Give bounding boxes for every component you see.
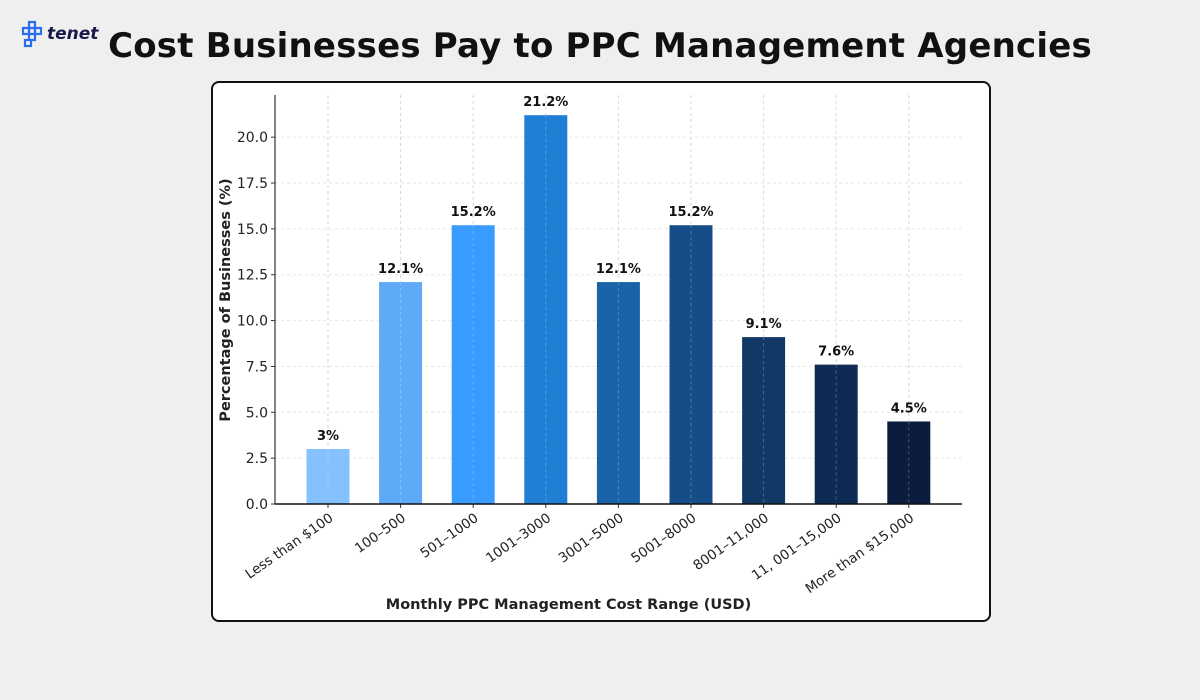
data-label: 3%: [317, 429, 339, 444]
y-tick-label: 10.0: [237, 314, 268, 330]
bar: [596, 282, 640, 504]
data-label: 15.2%: [451, 205, 496, 220]
x-tick-label: 100–500: [352, 510, 409, 557]
x-axis-title: Monthly PPC Management Cost Range (USD): [386, 597, 751, 613]
data-label: 12.1%: [596, 262, 641, 277]
bar: [451, 225, 495, 504]
page-title: Cost Businesses Pay to PPC Management Ag…: [108, 26, 1092, 66]
y-tick-label: 5.0: [246, 405, 268, 421]
x-tick-label: 501–1000: [418, 510, 482, 561]
y-tick-label: 2.5: [246, 451, 268, 467]
y-tick-label: 17.5: [237, 176, 268, 192]
bar: [814, 364, 858, 504]
bar: [887, 421, 931, 504]
data-label: 15.2%: [668, 205, 713, 220]
data-label: 21.2%: [523, 95, 568, 110]
data-label: 12.1%: [378, 262, 423, 277]
data-label: 7.6%: [818, 345, 854, 360]
bar: [379, 282, 423, 504]
x-tick-label: 5001–8000: [628, 510, 699, 566]
tenet-logo-icon: [21, 20, 43, 48]
y-axis-title: Percentage of Businesses (%): [218, 178, 234, 421]
data-label: 9.1%: [746, 317, 782, 332]
bar: [669, 225, 713, 504]
y-tick-label: 7.5: [246, 359, 268, 375]
bar: [742, 337, 786, 504]
x-tick-label: 3001–5000: [556, 510, 627, 566]
x-tick-label: Less than $100: [243, 510, 337, 582]
bar: [306, 448, 350, 504]
y-tick-label: 12.5: [237, 268, 268, 284]
data-label: 4.5%: [891, 401, 927, 416]
bar: [524, 115, 568, 504]
y-tick-label: 0.0: [246, 497, 268, 513]
x-tick-label: 1001–3000: [483, 510, 554, 566]
logo-text: tenet: [47, 24, 99, 44]
y-tick-label: 20.0: [237, 130, 268, 146]
y-tick-label: 15.0: [237, 222, 268, 238]
brand-logo: tenet: [20, 20, 98, 48]
